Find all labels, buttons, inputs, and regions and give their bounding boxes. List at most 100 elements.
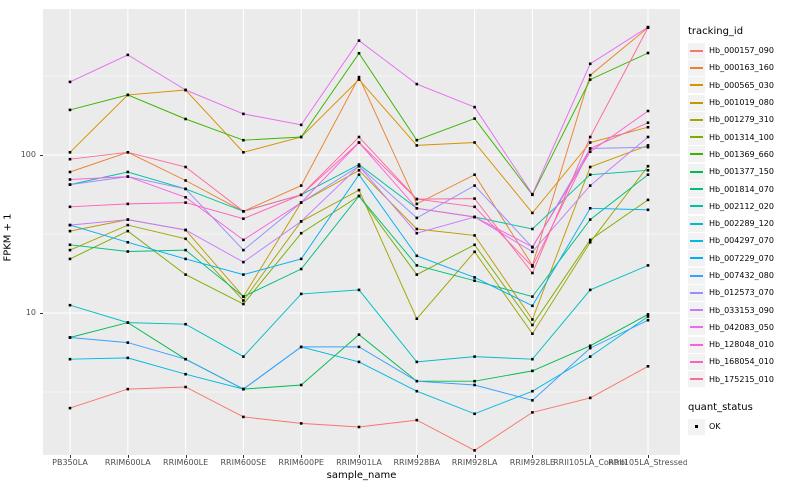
plot-canvas: [43, 9, 680, 455]
data-point: [357, 360, 361, 364]
data-point: [473, 184, 476, 187]
legend-quant-status: quant_status OK: [688, 402, 798, 435]
data-point: [299, 220, 303, 223]
data-point: [415, 389, 419, 393]
data-point: [242, 112, 245, 116]
data-point: [126, 229, 130, 233]
data-point: [242, 260, 245, 264]
data-point: [415, 216, 419, 220]
legend-item-Hb_042083_050: Hb_042083_050: [688, 319, 798, 336]
data-point: [357, 163, 361, 166]
data-point: [68, 151, 72, 154]
data-point: [588, 346, 592, 350]
data-point: [646, 365, 650, 368]
data-point: [68, 157, 72, 161]
legend-items: Hb_000157_090 Hb_000163_160 Hb_000565_030 H…: [688, 42, 798, 388]
data-point: [588, 184, 592, 187]
legend-line-icon: [690, 239, 703, 242]
legend-line-icon: [690, 101, 703, 104]
data-point: [184, 117, 187, 121]
data-point: [531, 389, 534, 393]
legend-line-icon: [690, 49, 703, 52]
data-point: [184, 385, 187, 389]
data-point: [646, 264, 650, 267]
data-point: [68, 170, 72, 174]
legend-line-icon: [690, 274, 703, 277]
data-point: [357, 39, 361, 42]
legend-item-Hb_000157_090: Hb_000157_090: [688, 42, 798, 59]
x-tick-label-RRIM928LA: RRIM928LA: [451, 458, 498, 467]
data-point: [646, 26, 650, 29]
legend-tracking-id: tracking_id Hb_000157_090 Hb_000163_160 Hb…: [688, 26, 798, 388]
legend-key-swatch: [688, 146, 705, 163]
legend-line-icon: [690, 170, 703, 173]
data-point: [299, 201, 303, 204]
legend-item-Hb_168054_010: Hb_168054_010: [688, 353, 798, 370]
data-point: [646, 318, 650, 322]
data-point: [473, 379, 476, 383]
legend-item-label: Hb_000157_090: [709, 46, 774, 56]
data-point: [415, 254, 419, 258]
legend-key-swatch: [688, 129, 705, 146]
data-point: [242, 238, 245, 242]
data-point: [68, 257, 72, 261]
x-axis-title: sample_name: [326, 470, 397, 481]
legend-key-swatch: [688, 77, 705, 94]
legend-item-Hb_175215_010: Hb_175215_010: [688, 371, 798, 388]
legend-item-label: OK: [709, 422, 721, 432]
data-point: [126, 175, 130, 178]
legend-key-swatch: [688, 215, 705, 232]
legend-item-label: Hb_042083_050: [709, 322, 774, 332]
data-point: [415, 227, 419, 231]
data-point: [473, 279, 476, 282]
legend-item-label: Hb_168054_010: [709, 357, 774, 367]
data-point: [646, 169, 650, 172]
x-tick-label-RRIM600PE: RRIM600PE: [278, 458, 324, 467]
legend-key-swatch: [688, 111, 705, 128]
legend-item-label: Hb_001814_070: [709, 184, 774, 194]
legend-item-Hb_001019_080: Hb_001019_080: [688, 94, 798, 111]
data-point: [588, 150, 592, 153]
data-point: [415, 317, 419, 320]
legend-line-icon: [690, 153, 703, 156]
data-point: [68, 336, 72, 339]
data-point: [299, 184, 303, 187]
data-point: [242, 387, 245, 391]
data-point: [646, 144, 650, 147]
data-point: [646, 135, 650, 139]
data-point: [242, 210, 245, 213]
data-point: [357, 78, 361, 81]
x-axis-labels: PB350LA RRIM600LA RRIM600LE RRIM600SE RRIM60…: [0, 458, 687, 470]
data-point: [588, 62, 592, 66]
data-point: [242, 302, 245, 306]
data-point: [126, 250, 130, 253]
legend-title: tracking_id: [688, 26, 744, 37]
x-tick-mark: [648, 455, 649, 458]
data-point: [531, 227, 534, 231]
data-point: [68, 108, 72, 112]
data-point: [646, 173, 650, 176]
data-point: [126, 387, 130, 391]
legend-item-label: Hb_002112_020: [709, 201, 774, 211]
data-point: [126, 321, 130, 324]
data-point: [126, 170, 130, 174]
data-point: [299, 422, 303, 425]
data-point: [184, 248, 187, 252]
data-point: [588, 238, 592, 242]
data-point: [415, 360, 419, 364]
legend-line-icon: [690, 205, 703, 208]
data-point: [473, 276, 476, 279]
x-tick-mark: [590, 455, 592, 458]
legend-item-Hb_033153_090: Hb_033153_090: [688, 301, 798, 319]
x-tick-label-RRIM928BA: RRIM928BA: [393, 458, 441, 467]
data-point: [242, 295, 245, 298]
legend-item-Hb_001814_070: Hb_001814_070: [688, 180, 798, 198]
legend-key-swatch: [688, 284, 705, 301]
data-point: [588, 165, 592, 169]
data-point: [531, 399, 534, 402]
legend-item-Hb_004297_070: Hb_004297_070: [688, 232, 798, 249]
data-point: [184, 228, 187, 232]
data-point: [531, 271, 534, 275]
data-point: [184, 322, 187, 326]
legend-item-Hb_007432_080: Hb_007432_080: [688, 267, 798, 284]
